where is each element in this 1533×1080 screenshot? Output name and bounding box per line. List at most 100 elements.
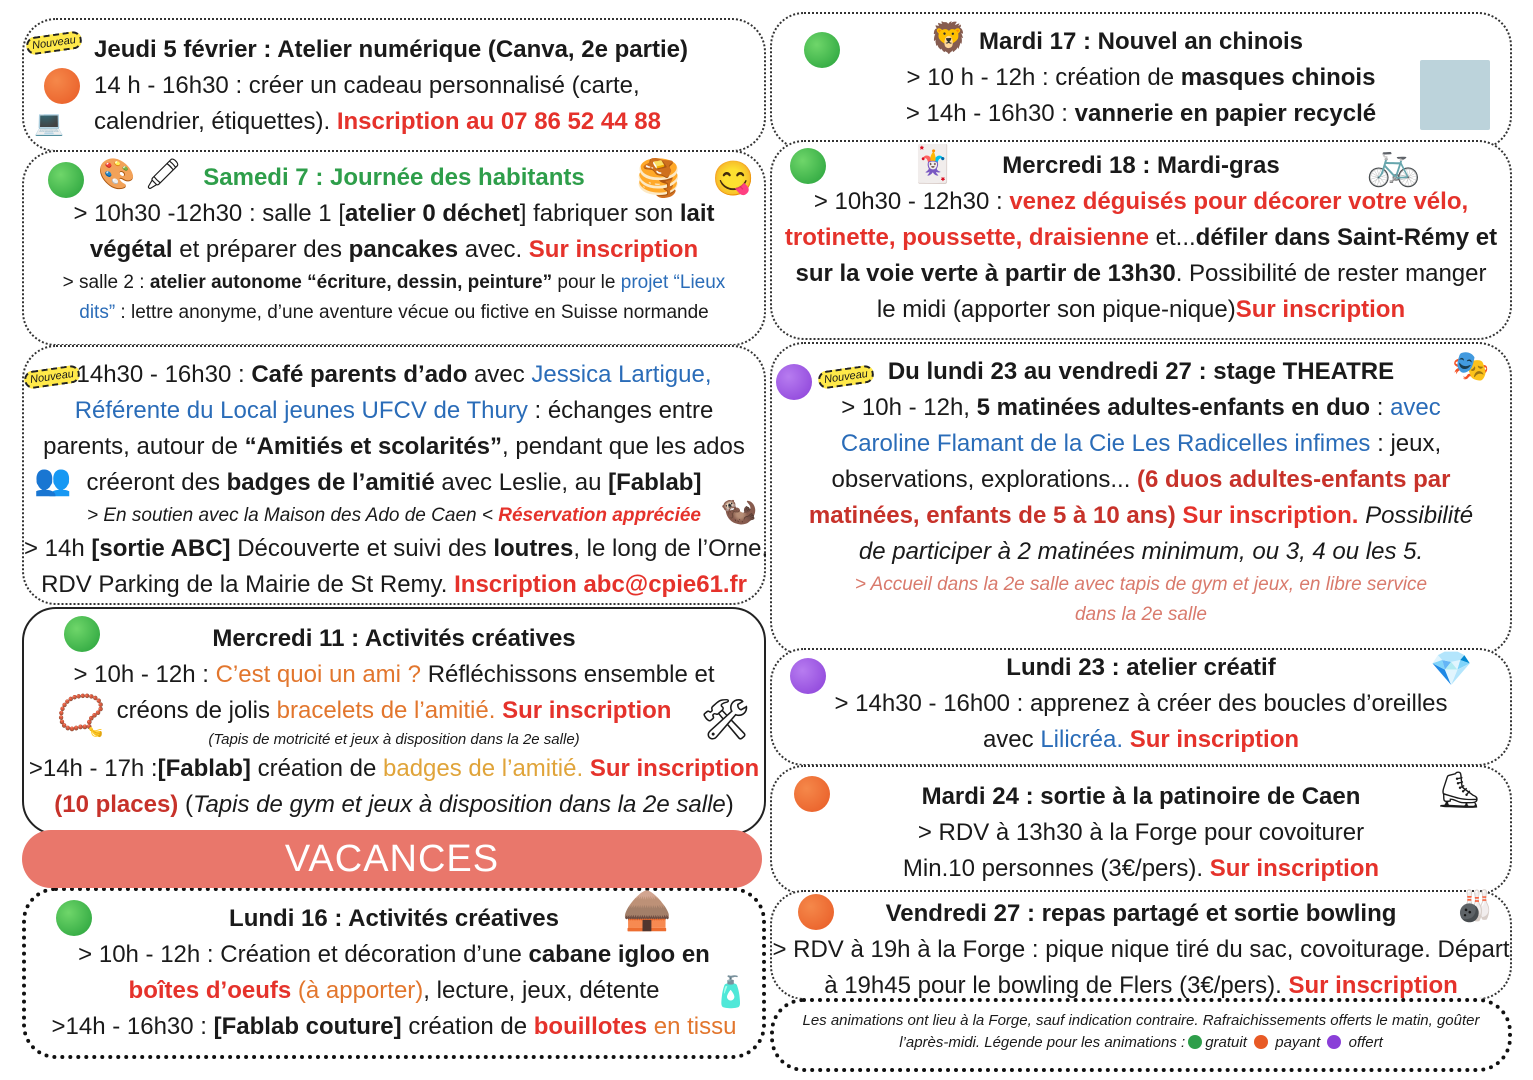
text-line: créons de jolis bracelets de l’amitié. S… [24,693,764,729]
text-line: Jeudi 5 février : Atelier numérique (Can… [94,32,764,68]
text-segment: [sortie ABC] [91,535,231,562]
text-segment: en tissu [647,1013,737,1040]
text-segment: ] fabriquer son [519,200,680,227]
text-line: > 10h - 12h, 5 matinées adultes-enfants … [772,390,1510,426]
bracelet-icon: 📿 [56,694,106,738]
text-line: végétal et préparer des pancakes avec. S… [24,232,764,268]
text-segment: ( [178,791,193,818]
text-line: > En soutien avec la Maison des Ado de C… [24,501,764,531]
text-segment: : jeux, [1370,430,1442,457]
text-segment: > 14h30 - 16h00 : apprenez à créer des b… [834,690,1448,717]
text-line: Caroline Flamant de la Cie Les Radicelle… [772,426,1510,462]
text-segment: loutres [493,535,574,562]
text-segment: masques chinois [1180,64,1376,91]
text-segment: ) [725,791,734,818]
weaving-photo [1420,60,1490,130]
text-segment: > RDV à 13h30 à la Forge pour covoiturer [917,819,1365,846]
payant-dot [44,68,80,104]
text-segment: boîtes d’oeufs [128,977,292,1004]
otter-icon: 🦦 [720,494,758,527]
text-segment: et... [1148,224,1196,251]
text-segment: Sur inscription. [1182,502,1359,529]
text-line: RDV Parking de la Mairie de St Remy. Ins… [24,567,764,603]
jester-hat-icon: 🃏 [910,143,955,184]
text-line: à 19h45 pour le bowling de Flers (3€/per… [772,968,1510,1004]
text-segment: atelier 0 déchet [345,200,520,227]
text-segment: de participer à 2 matinées minimum, ou 3… [858,538,1424,565]
text-segment: > 10h - 12h : [73,661,216,688]
event-mardi-17: Mardi 17 : Nouvel an chinois > 10 h - 12h… [770,12,1512,150]
ice-skates-icon: ⛸ [1436,769,1482,810]
text-segment: Inscription abc@cpie61.fr [454,571,747,598]
text-segment: bracelets de l’amitié. [276,697,496,724]
text-segment: : échanges entre [527,397,714,424]
text-line: >14h - 16h30 : [Fablab couture] création… [26,1009,762,1045]
text-segment: dans la 2e salle [1074,604,1208,625]
text-segment: (10 places) [54,791,179,818]
event-mercredi-11: Mercredi 11 : Activités créatives > 10h -… [22,607,766,835]
text-segment: avec. [458,236,529,263]
text-line: > 10h30 -12h30 : salle 1 [atelier 0 déch… [24,196,764,232]
event-jeudi-5: Jeudi 5 février : Atelier numérique (Can… [22,18,766,152]
text-segment: Sur inscription [1235,296,1406,323]
smiley-icon: 😋 [712,160,755,198]
text-line: > 14h - 16h30 : vannerie en papier recyc… [772,96,1510,132]
text-line: dits” : lettre anonyme, d’une aventure v… [24,298,764,328]
text-segment: Mercredi 11 : Activités créatives [212,625,576,652]
text-segment: , lecture, jeux, détente [423,977,660,1004]
text-line: > 14h30 - 16h00 : apprenez à créer des b… [772,686,1510,722]
text-line: > 10h - 12h : C’est quoi un ami ? Réfléc… [24,657,764,693]
text-segment: badges de l’amitié. [383,755,584,782]
text-segment: Mercredi 18 : Mardi-gras [1002,152,1280,179]
text-line: boîtes d’oeufs (à apporter), lecture, je… [26,973,762,1009]
text-segment: Jessica Lartigue, [531,361,712,388]
event-samedi-7: Samedi 7 : Journée des habitants > 10h30 … [22,150,766,346]
text-line: Lundi 16 : Activités créatives [26,901,762,937]
text-segment: Lundi 16 : Activités créatives [229,905,559,932]
text-line: > RDV à 13h30 à la Forge pour covoiturer [772,815,1510,851]
text-segment: Possibilité [1365,502,1474,529]
text-segment: végétal [89,236,173,263]
text-segment: Min.10 personnes (3€/pers). [902,855,1210,882]
legend-green-dot [1188,1035,1203,1049]
text-segment: lait [679,200,715,227]
text-segment: > 10 h - 12h : création de [906,64,1181,91]
text-segment [583,755,590,782]
text-segment: avec [982,726,1041,753]
text-segment: Les animations ont lieu à la Forge, sauf… [802,1012,1480,1029]
text-segment: trotinette, poussette, draisienne [784,224,1149,251]
payant-dot [798,894,834,930]
text-line: parents, autour de “Amitiés et scolarité… [24,429,764,465]
event-lundi-23: Lundi 23 : atelier créatif > 14h30 - 16h0… [770,648,1512,766]
text-segment: Découverte et suivi des [230,535,494,562]
text-segment: Vendredi 27 : repas partagé et sortie bo… [885,900,1397,927]
text-segment: > 14h [24,535,92,562]
text-segment: badges de l’amitié [226,469,435,496]
text-segment: observations, explorations... [831,466,1138,493]
text-segment: Sur inscription [1209,855,1380,882]
text-segment: Sur inscription [1129,726,1300,753]
text-segment: > 14h - 16h30 : [905,100,1075,127]
text-line: sur la voie verte à partir de 13h30. Pos… [772,256,1510,292]
text-segment: et préparer des [172,236,349,263]
text-segment: Samedi 7 : Journée des habitants [203,164,585,191]
vacances-banner: VACANCES [22,830,762,888]
text-segment: RDV Parking de la Mairie de St Remy. [41,571,455,598]
text-segment: >14h - 17h : [28,755,158,782]
text-line: de participer à 2 matinées minimum, ou 3… [772,534,1510,570]
text-line: Samedi 7 : Journée des habitants [24,160,764,196]
text-line: avec Lilicréa. Sur inscription [772,722,1510,758]
text-segment: Inscription au 07 86 52 44 88 [336,108,661,135]
text-line: Min.10 personnes (3€/pers). Sur inscript… [772,851,1510,887]
text-line: > Accueil dans la 2e salle avec tapis de… [772,570,1510,600]
text-line: > 14h [sortie ABC] Découverte et suivi d… [24,531,768,567]
bowling-icon: 🎳 [1456,890,1494,923]
text-line: Mardi 24 : sortie à la patinoire de Caen [772,779,1510,815]
text-line: calendrier, étiquettes). Inscription au … [94,104,764,140]
igloo-icon: 🛖 [622,888,672,932]
text-segment: : lettre anonyme, d’une aventure vécue o… [115,302,709,323]
text-line: l’après-midi. Légende pour les animation… [774,1032,1508,1054]
text-line: (10 places) (Tapis de gym et jeux à disp… [24,787,764,823]
text-segment: gratuit [1205,1034,1252,1051]
text-segment: Lundi 23 : atelier créatif [1006,654,1276,681]
